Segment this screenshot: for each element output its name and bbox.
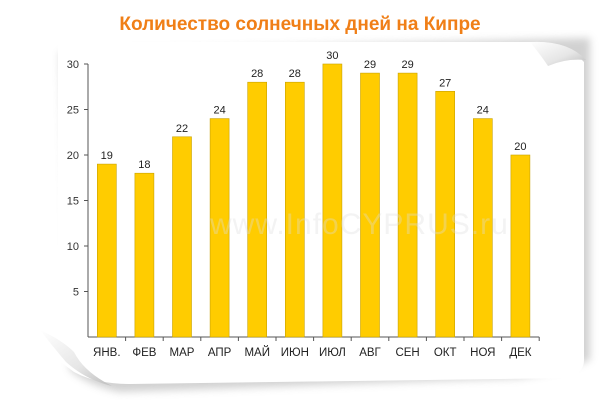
x-category-label: ФЕВ [132,347,156,359]
bar-value-label: 19 [101,150,113,162]
bar-value-label: 20 [514,141,526,153]
bar-value-label: 24 [213,105,225,117]
bar-11 [472,118,493,338]
bar-2 [134,172,155,338]
x-category-label: АВГ [359,347,381,359]
x-category-label: МАР [170,347,195,359]
x-category-label: ДЕК [509,347,531,359]
y-tick-label: 30 [67,59,79,71]
bar-10 [435,91,456,338]
bar-9 [397,72,418,338]
page-curl-bottom-left [40,330,112,386]
y-tick-label: 25 [67,105,79,117]
bar-value-label: 22 [176,123,188,135]
bar-value-label: 29 [401,59,413,71]
x-category-label: АПР [208,347,232,359]
bar-value-label: 30 [326,50,338,62]
bar-value-label: 18 [138,159,150,171]
x-category-label: ИЮЛ [319,347,346,359]
x-category-label: НОЯ [470,347,495,359]
chart-title: Количество солнечных дней на Кипре [119,14,481,35]
x-category-label: СЕН [395,347,419,359]
bar-value-label: 27 [439,77,451,89]
x-category-label: ОКТ [434,347,457,359]
y-tick-label: 5 [73,287,79,299]
x-category-label: ЯНВ. [93,347,120,359]
y-tick-label: 20 [67,150,79,162]
bar-5 [247,81,267,338]
bar-7 [322,63,343,338]
bar-value-label: 29 [364,59,376,71]
bar-6 [284,81,305,338]
y-tick-label: 15 [67,196,79,208]
bar-value-label: 28 [289,68,301,80]
bar-1 [97,163,117,338]
page-curl-top-right [530,41,586,66]
x-category-label: МАЙ [244,346,270,359]
bar-value-label: 28 [251,68,263,80]
x-category-label: ИЮН [281,347,309,359]
bar-3 [172,136,192,338]
bar-12 [510,154,531,338]
y-tick-label: 10 [67,241,79,253]
bar-8 [360,72,380,338]
bar-4 [209,118,230,338]
bar-value-label: 24 [477,105,489,117]
